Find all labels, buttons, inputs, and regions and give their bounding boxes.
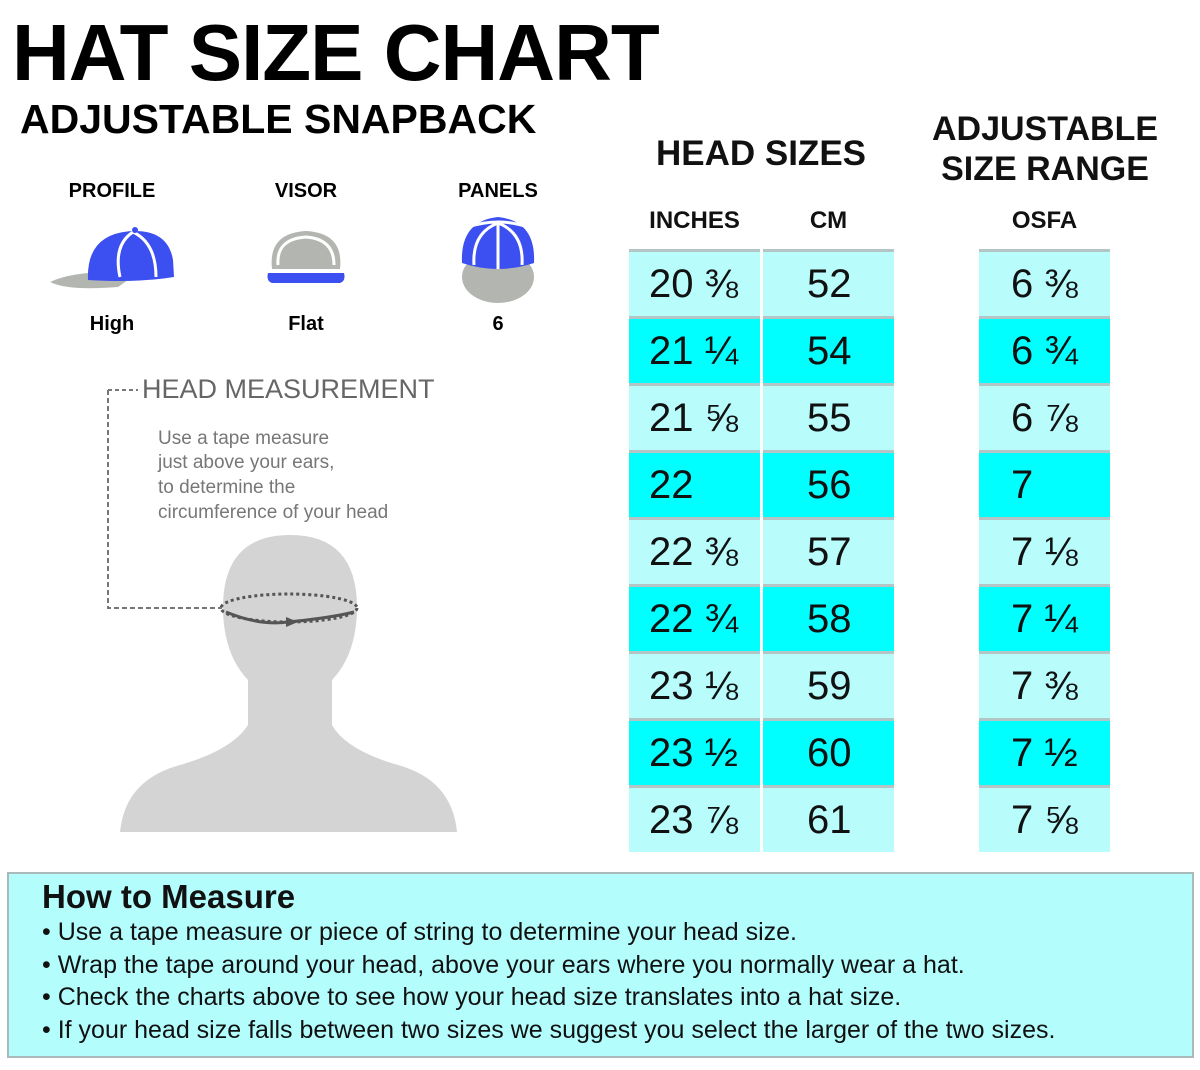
- table-cell-cm: 52: [763, 249, 894, 316]
- table-cell-inches: 23 ⅛: [629, 651, 760, 718]
- table-cell-cm: 59: [763, 651, 894, 718]
- cell-value: 58: [807, 597, 852, 641]
- table-cell-osfa: 6 ¾: [979, 316, 1110, 383]
- cell-value: 7 ½: [1011, 731, 1078, 775]
- cell-value: 59: [807, 664, 852, 708]
- table-cell-cm: 58: [763, 584, 894, 651]
- cell-value: 20 ⅜: [649, 262, 738, 306]
- cap-front-icon: [267, 231, 345, 283]
- head-measurement-text: just above your ears,: [158, 452, 335, 473]
- cell-value: 23 ½: [649, 731, 738, 775]
- cell-value: 57: [807, 530, 852, 574]
- cell-value: 23 ⅛: [649, 664, 738, 708]
- how-to-bullet: • Wrap the tape around your head, above …: [42, 951, 965, 979]
- spec-label-visor: VISOR: [274, 180, 338, 202]
- how-to-bullet: • If your head size falls between two si…: [42, 1016, 1056, 1044]
- table-cell-osfa: 7 ½: [979, 718, 1110, 785]
- cell-value: 21 ¼: [649, 329, 738, 373]
- column-header-cm: CM: [809, 207, 848, 234]
- cell-value: 6 ¾: [1011, 329, 1078, 373]
- how-to-measure-box: [7, 872, 1194, 1058]
- table-cell-inches: 21 ¼: [629, 316, 760, 383]
- column-header-inches: INCHES: [649, 207, 740, 234]
- table-cell-cm: 60: [763, 718, 894, 785]
- spec-label-profile: PROFILE: [68, 180, 156, 202]
- spec-value-visor: Flat: [288, 313, 324, 335]
- table-cell-osfa: 7: [979, 450, 1110, 517]
- cap-side-icon: [50, 227, 174, 289]
- cell-value: 6 ⅜: [1011, 262, 1078, 306]
- cell-value: 7 ⅜: [1011, 664, 1078, 708]
- spec-value-profile: High: [89, 313, 135, 335]
- table-cell-inches: 21 ⅝: [629, 383, 760, 450]
- head-measurement-text: circumference of your head: [158, 502, 389, 523]
- column-header-osfa: OSFA: [1011, 207, 1078, 234]
- cell-value: 7 ¼: [1011, 597, 1078, 641]
- cell-value: 60: [807, 731, 852, 775]
- table-cell-osfa: 6 ⅞: [979, 383, 1110, 450]
- cell-value: 23 ⅞: [649, 798, 738, 842]
- cell-value: 22 ⅜: [649, 530, 738, 574]
- cell-value: 7 ⅝: [1011, 798, 1078, 842]
- cell-value: 6 ⅞: [1011, 396, 1078, 440]
- size-range-title: ADJUSTABLE: [931, 110, 1159, 148]
- table-cell-inches: 22 ¾: [629, 584, 760, 651]
- table-cell-inches: 20 ⅜: [629, 249, 760, 316]
- table-cell-inches: 23 ⅞: [629, 785, 760, 852]
- table-cell-inches: 23 ½: [629, 718, 760, 785]
- cell-value: 7: [1011, 463, 1034, 507]
- head-sizes-title: HEAD SIZES: [655, 134, 867, 173]
- table-cell-inches: 22 ⅜: [629, 517, 760, 584]
- cell-value: 56: [807, 463, 852, 507]
- table-cell-cm: 56: [763, 450, 894, 517]
- how-to-measure-title: How to Measure: [42, 878, 296, 915]
- head-measurement-text: to determine the: [158, 477, 296, 498]
- how-to-bullet: • Check the charts above to see how your…: [42, 983, 902, 1011]
- cell-value: 7 ⅛: [1011, 530, 1078, 574]
- head-measurement-title: HEAD MEASUREMENT: [142, 374, 435, 404]
- cell-value: 55: [807, 396, 852, 440]
- table-cell-cm: 61: [763, 785, 894, 852]
- table-cell-osfa: 7 ⅝: [979, 785, 1110, 852]
- cell-value: 21 ⅝: [649, 396, 738, 440]
- how-to-bullet: • Use a tape measure or piece of string …: [42, 918, 797, 946]
- page-subtitle: ADJUSTABLE SNAPBACK: [20, 96, 537, 142]
- table-cell-osfa: 7 ¼: [979, 584, 1110, 651]
- cell-value: 54: [807, 329, 852, 373]
- table-cell-osfa: 6 ⅜: [979, 249, 1110, 316]
- page-title: HAT SIZE CHART: [12, 8, 660, 97]
- table-cell-cm: 55: [763, 383, 894, 450]
- table-cell-cm: 54: [763, 316, 894, 383]
- table-cell-osfa: 7 ⅛: [979, 517, 1110, 584]
- cap-top-icon: [461, 217, 535, 303]
- cell-value: 52: [807, 262, 852, 306]
- cell-value: 61: [807, 798, 852, 842]
- table-cell-inches: 22: [629, 450, 760, 517]
- table-cell-osfa: 7 ⅜: [979, 651, 1110, 718]
- head-silhouette-icon: [107, 389, 457, 832]
- spec-label-panels: PANELS: [458, 180, 538, 202]
- size-range-title: SIZE RANGE: [941, 150, 1149, 188]
- table-cell-cm: 57: [763, 517, 894, 584]
- cell-value: 22 ¾: [649, 597, 738, 641]
- cell-value: 22: [649, 463, 694, 507]
- spec-value-panels: 6: [492, 313, 504, 335]
- head-measurement-text: Use a tape measure: [158, 428, 330, 449]
